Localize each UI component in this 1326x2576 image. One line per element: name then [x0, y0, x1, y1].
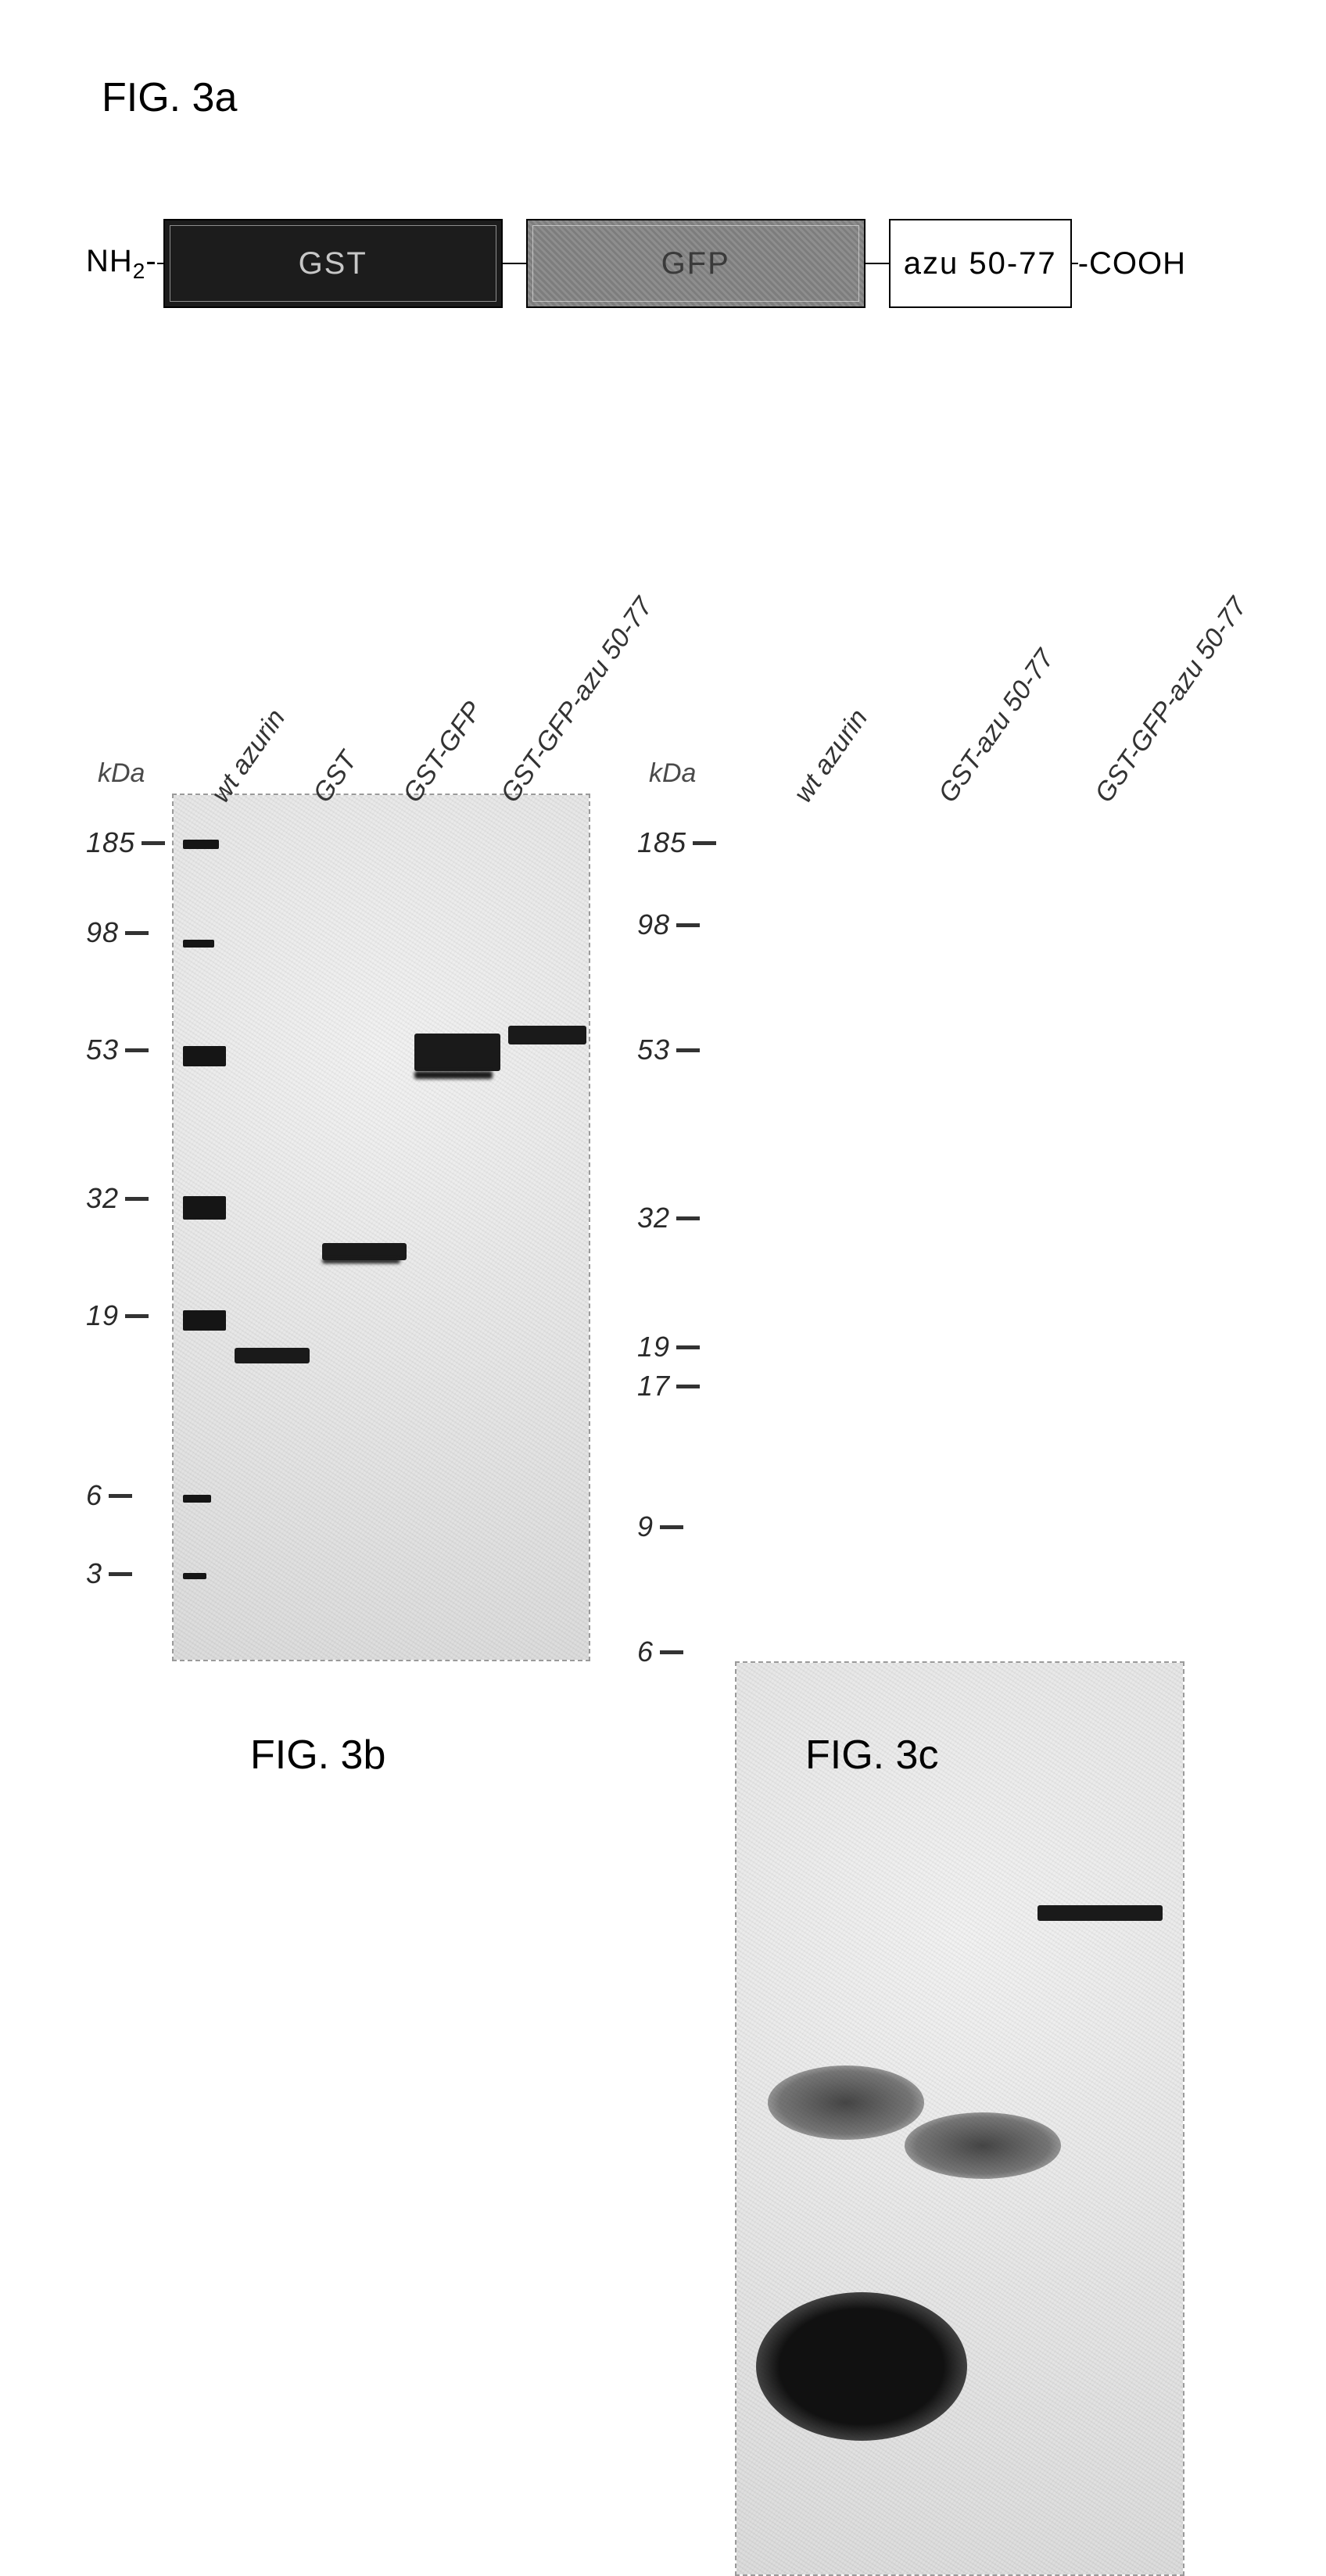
protein-blob — [756, 2292, 967, 2441]
protein-band — [322, 1259, 400, 1263]
fig3c-label: FIG. 3c — [805, 1732, 938, 1779]
marker-value: 3 — [86, 1557, 102, 1590]
domain-azu: azu 50-77 — [889, 219, 1072, 308]
connector — [503, 263, 526, 264]
ladder-band — [183, 1495, 211, 1503]
marker-row: 17 — [637, 1370, 700, 1403]
marker-value: 6 — [637, 1636, 654, 1668]
marker-value: 185 — [86, 826, 135, 859]
marker-tick — [142, 841, 165, 845]
protein-band — [414, 1034, 500, 1071]
marker-tick — [693, 841, 716, 845]
marker-tick — [125, 931, 149, 935]
marker-row: 19 — [86, 1299, 149, 1332]
marker-row: 53 — [86, 1034, 149, 1066]
ladder-band — [183, 1046, 226, 1066]
lane-label: GST-GFP-azu 50-77 — [1089, 592, 1253, 808]
ladder-band — [183, 1573, 206, 1579]
marker-tick — [676, 1385, 700, 1388]
ladder-band — [183, 1196, 226, 1220]
marker-row: 6 — [86, 1479, 132, 1512]
c-terminus: -COOH — [1078, 246, 1186, 281]
marker-tick — [109, 1494, 132, 1498]
gel-panel-c — [735, 1661, 1184, 2576]
marker-row: 98 — [86, 916, 149, 949]
lane-label: GST-GFP — [397, 696, 489, 808]
protein-band — [322, 1243, 407, 1260]
lane-label: GST-azu 50-77 — [933, 644, 1060, 808]
marker-row: 32 — [637, 1202, 700, 1234]
connector — [865, 263, 889, 264]
protein-band — [508, 1026, 586, 1044]
kda-label-b: kDa — [98, 758, 145, 789]
marker-value: 9 — [637, 1510, 654, 1543]
marker-value: 98 — [637, 908, 670, 941]
lane-label: GST-GFP-azu 50-77 — [495, 592, 659, 808]
marker-tick — [660, 1650, 683, 1654]
marker-value: 32 — [86, 1182, 119, 1215]
marker-tick — [125, 1048, 149, 1052]
marker-tick — [125, 1314, 149, 1318]
n-term-text: NH — [86, 244, 133, 278]
marker-value: 17 — [637, 1370, 670, 1403]
marker-value: 32 — [637, 1202, 670, 1234]
protein-band — [414, 1071, 493, 1079]
ladder-band — [183, 840, 219, 849]
marker-value: 6 — [86, 1479, 102, 1512]
marker-row: 185 — [86, 826, 165, 859]
marker-tick — [676, 1345, 700, 1349]
domain-gst: GST — [163, 219, 503, 308]
domain-azu-label: azu 50-77 — [904, 246, 1057, 281]
marker-value: 19 — [637, 1331, 670, 1363]
lane-label: wt azurin — [206, 704, 292, 808]
marker-tick — [660, 1525, 683, 1529]
marker-row: 6 — [637, 1636, 683, 1668]
fusion-construct: NH2- GST GFP azu 50-77 -COOH — [86, 219, 1186, 308]
marker-row: 9 — [637, 1510, 683, 1543]
marker-value: 19 — [86, 1299, 119, 1332]
fig3b-label: FIG. 3b — [250, 1732, 385, 1779]
marker-tick — [109, 1572, 132, 1576]
marker-value: 53 — [637, 1034, 670, 1066]
marker-tick — [676, 1216, 700, 1220]
marker-value: 98 — [86, 916, 119, 949]
marker-tick — [676, 923, 700, 927]
marker-row: 32 — [86, 1182, 149, 1215]
domain-gst-label: GST — [299, 246, 367, 281]
marker-row: 53 — [637, 1034, 700, 1066]
marker-row: 185 — [637, 826, 716, 859]
marker-row: 98 — [637, 908, 700, 941]
marker-row: 3 — [86, 1557, 132, 1590]
ladder-band — [183, 940, 214, 948]
domain-gfp: GFP — [526, 219, 865, 308]
protein-band — [1038, 1905, 1163, 1921]
kda-label-c: kDa — [649, 758, 696, 789]
protein-smudge — [768, 2065, 924, 2140]
n-term-sub: 2 — [133, 259, 146, 283]
connector — [157, 263, 163, 264]
marker-tick — [125, 1197, 149, 1201]
gel-panel-b — [172, 794, 590, 1661]
protein-smudge — [905, 2112, 1061, 2179]
protein-band — [235, 1348, 310, 1363]
c-term-text: COOH — [1089, 246, 1186, 281]
domain-gfp-label: GFP — [661, 246, 730, 281]
n-terminus: NH2- — [86, 244, 157, 284]
connector — [1072, 263, 1078, 264]
marker-value: 185 — [637, 826, 686, 859]
marker-tick — [676, 1048, 700, 1052]
marker-row: 19 — [637, 1331, 700, 1363]
marker-value: 53 — [86, 1034, 119, 1066]
lane-label: wt azurin — [788, 704, 874, 808]
fig3a-label: FIG. 3a — [102, 74, 237, 121]
ladder-band — [183, 1310, 226, 1331]
